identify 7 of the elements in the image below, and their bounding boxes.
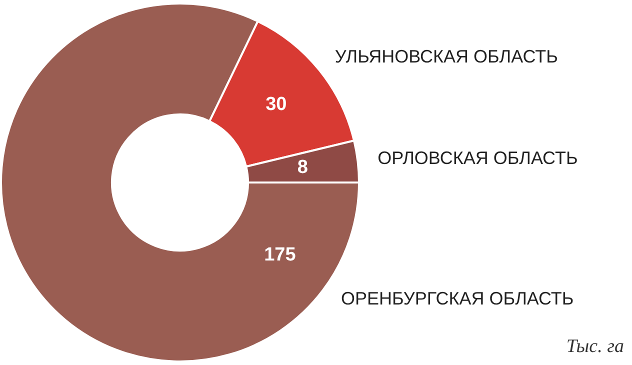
data-label: 30 [266,94,287,116]
data-label: 8 [297,157,308,178]
slice-label: ОРЛОВСКАЯ ОБЛАСТЬ [378,148,578,168]
slice-label: ОРЕНБУРГСКАЯ ОБЛАСТЬ [340,288,574,308]
data-label: 175 [264,244,296,266]
slice-label: УЛЬЯНОВСКАЯ ОБЛАСТЬ [334,46,558,67]
text: Тыс. га [566,336,624,357]
